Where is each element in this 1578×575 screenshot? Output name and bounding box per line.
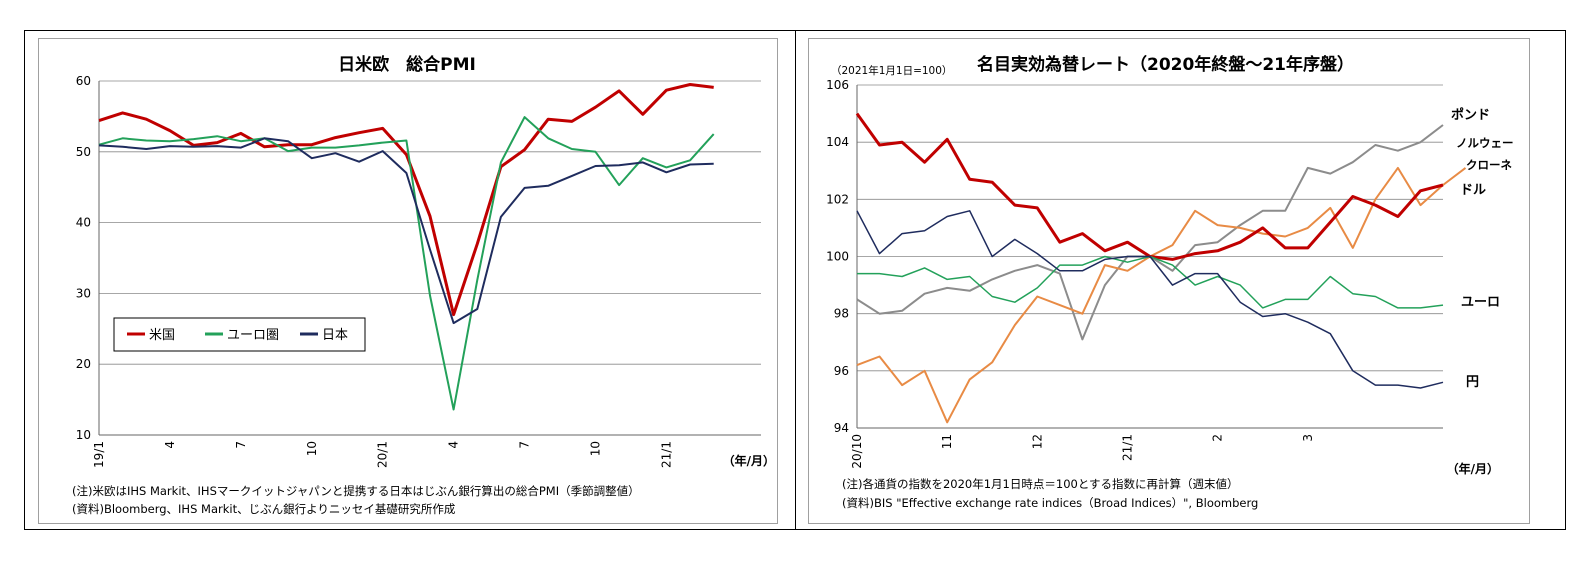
x-tick-label: 3 xyxy=(1301,434,1315,442)
y-tick-label: 102 xyxy=(826,192,849,206)
chart-subtitle: （2021年1月1日=100） xyxy=(831,64,952,77)
x-unit-label: （年/月） xyxy=(723,453,775,468)
series-line-0 xyxy=(98,83,714,317)
series-line-0 xyxy=(856,124,1444,341)
pmi-chart: 日米欧 総合PMI 10 20 30 40 50 60 19/1 4 7 10 20/1 4 7 10 21/… xyxy=(76,54,775,468)
chart-title: 日米欧 総合PMI xyxy=(338,54,476,75)
x-tick-label: 7 xyxy=(234,441,248,449)
legend-label: 日本 xyxy=(322,328,348,343)
x-tick-label: 21/1 xyxy=(1120,434,1134,461)
series-label: ユーロ xyxy=(1461,295,1500,310)
y-tick-label: 40 xyxy=(76,216,91,230)
x-tick-label: 7 xyxy=(518,441,532,449)
x-tick-label: 4 xyxy=(163,441,177,449)
panel-divider xyxy=(795,30,796,530)
y-tick-label: 106 xyxy=(826,78,849,92)
series-line-2 xyxy=(855,112,1444,261)
x-tick-label: 20/1 xyxy=(376,441,390,468)
series-label: ポンド xyxy=(1451,107,1490,123)
y-tick-label: 98 xyxy=(834,307,849,321)
fx-chart-panel: 名目実効為替レート（2020年終盤～21年序盤） （2021年1月1日=100） 9… xyxy=(808,38,1530,524)
x-unit-label: （年/月） xyxy=(1447,461,1499,476)
y-tick-label: 60 xyxy=(76,74,91,88)
chart-title: 名目実効為替レート（2020年終盤～21年序盤） xyxy=(977,54,1354,75)
y-tick-label: 30 xyxy=(76,286,91,300)
x-tick-label: 10 xyxy=(305,441,319,456)
x-tick-label: 11 xyxy=(940,434,954,449)
y-tick-label: 94 xyxy=(834,421,849,435)
series-label: 円 xyxy=(1466,375,1479,390)
legend-label: ユーロ圏 xyxy=(227,328,279,343)
x-tick-label: 21/1 xyxy=(659,441,673,468)
y-tick-label: 96 xyxy=(834,364,849,378)
x-tick-label: 20/10 xyxy=(850,434,864,469)
fx-note: (注)各通貨の指数を2020年1月1日時点＝100とする指数に再計算（週末値） xyxy=(842,477,1239,491)
series-line-2 xyxy=(98,137,714,325)
y-tick-label: 50 xyxy=(76,145,91,159)
x-tick-label: 12 xyxy=(1030,434,1044,449)
legend-label: 米国 xyxy=(149,328,175,343)
series-line-4 xyxy=(856,210,1444,389)
pmi-source: (資料)Bloomberg、IHS Markit、じぶん銀行よりニッセイ基礎研究… xyxy=(72,502,456,516)
series-label: クローネ xyxy=(1466,158,1512,172)
fx-chart: 名目実効為替レート（2020年終盤～21年序盤） （2021年1月1日=100） 9… xyxy=(826,54,1514,476)
y-tick-label: 20 xyxy=(76,357,91,371)
x-tick-label: 2 xyxy=(1211,434,1225,442)
pmi-chart-panel: 日米欧 総合PMI 10 20 30 40 50 60 19/1 4 7 10 20/1 4 7 10 21/… xyxy=(38,38,778,524)
x-tick-label: 10 xyxy=(589,441,603,456)
y-tick-label: 104 xyxy=(826,135,849,149)
x-tick-label: 19/1 xyxy=(92,441,106,468)
series-line-1 xyxy=(98,116,715,411)
pmi-note: (注)米欧はIHS Markit、IHSマークイットジャパンと提携する日本はじぶ… xyxy=(72,484,640,498)
legend-box xyxy=(113,317,366,352)
series-label: ノルウェー xyxy=(1456,136,1514,150)
y-tick-label: 100 xyxy=(826,250,849,264)
x-tick-label: 4 xyxy=(447,441,461,449)
fx-source: (資料)BIS "Effective exchange rate indices… xyxy=(842,496,1259,510)
series-line-3 xyxy=(857,255,1444,309)
y-tick-label: 10 xyxy=(76,428,91,442)
series-line-1 xyxy=(856,166,1467,424)
series-label: ドル xyxy=(1460,183,1486,198)
